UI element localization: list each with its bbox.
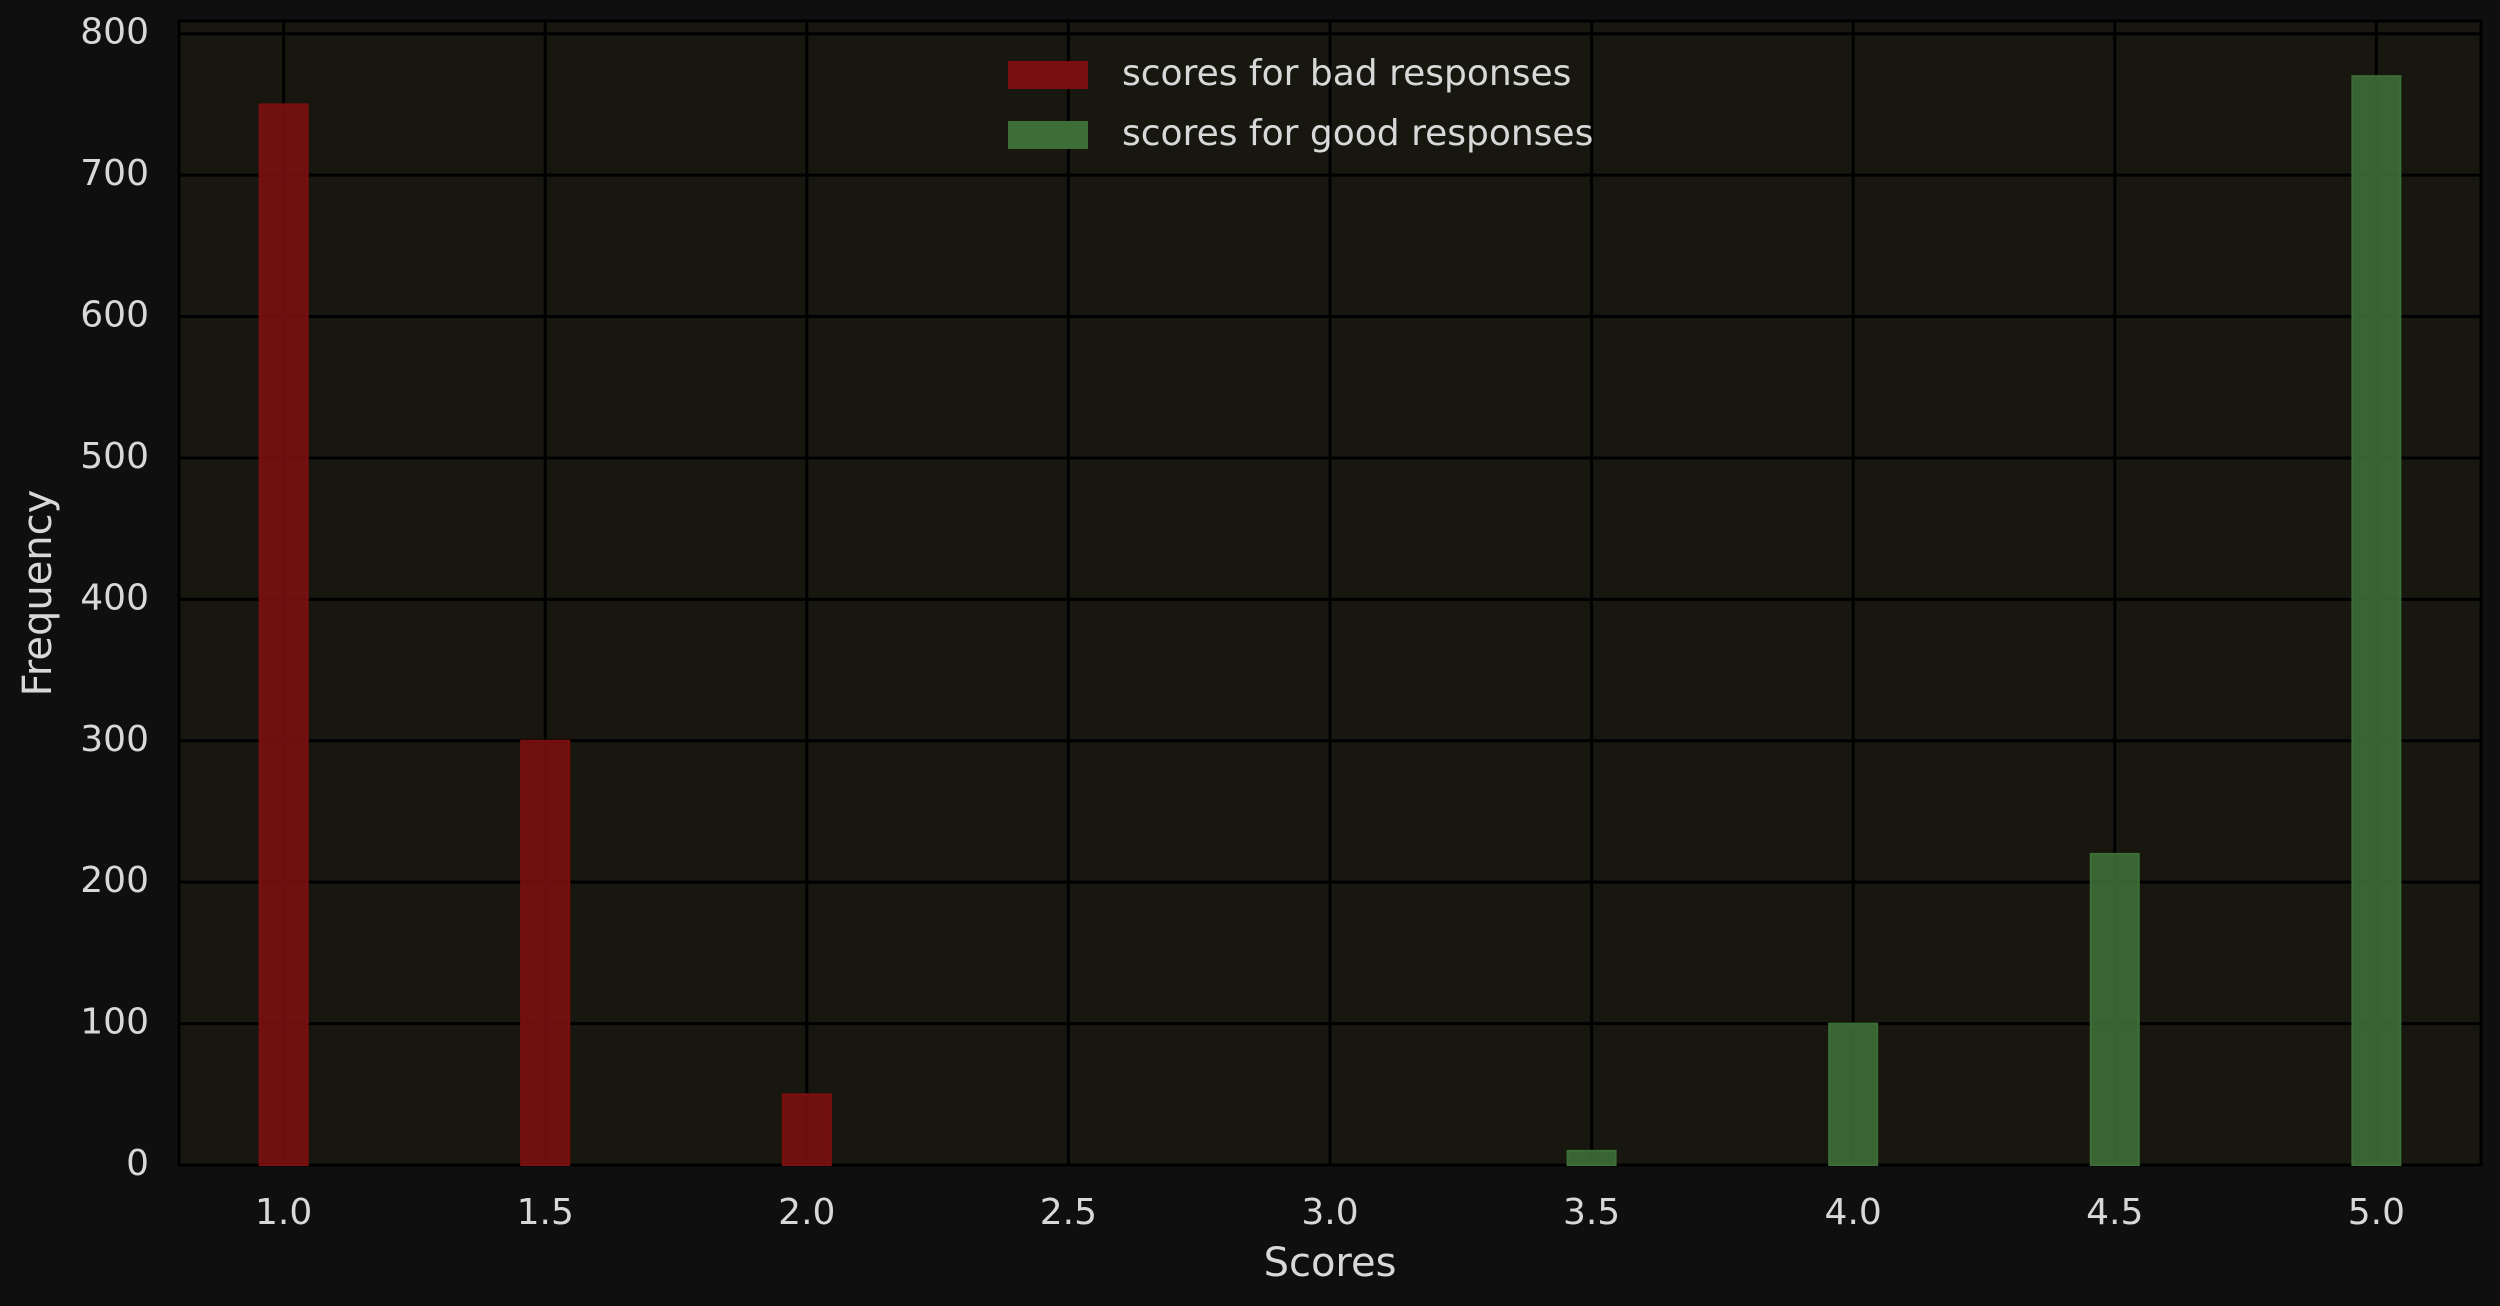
y-tick-label: 0	[126, 1143, 149, 1184]
x-tick-label: 3.5	[1563, 1192, 1620, 1233]
y-tick-label: 600	[80, 295, 149, 336]
legend: scores for bad responses scores for good …	[1008, 53, 1593, 154]
bar	[781, 1093, 832, 1166]
x-tick-label: 1.0	[255, 1192, 312, 1233]
bar	[1566, 1149, 1617, 1167]
bar	[520, 739, 571, 1167]
y-tick-label: 500	[80, 436, 149, 477]
x-tick-label: 5.0	[2348, 1192, 2405, 1233]
y-tick-label: 800	[80, 12, 149, 53]
legend-swatch	[1008, 121, 1088, 149]
bar	[2351, 75, 2402, 1167]
ticks: 0 100 200 300 400 500 600 700 800 1.0 1.5 2.0 2.5 3.0…	[80, 12, 2405, 1233]
legend-label: scores for bad responses	[1122, 53, 1571, 94]
bars	[258, 75, 2402, 1167]
y-tick-label: 300	[80, 719, 149, 760]
x-axis-label: Scores	[1264, 1240, 1397, 1286]
bar	[2089, 852, 2140, 1167]
y-tick-label: 100	[80, 1002, 149, 1043]
y-tick-label: 200	[80, 860, 149, 901]
x-tick-label: 4.5	[2086, 1192, 2143, 1233]
bar	[258, 103, 309, 1166]
x-tick-label: 2.0	[778, 1192, 835, 1233]
y-tick-label: 700	[80, 153, 149, 194]
bar	[1828, 1022, 1879, 1167]
x-tick-label: 4.0	[1825, 1192, 1882, 1233]
x-tick-label: 3.0	[1301, 1192, 1358, 1233]
x-tick-label: 1.5	[517, 1192, 574, 1233]
y-axis-label: Frequency	[15, 490, 61, 697]
legend-label: scores for good responses	[1122, 113, 1593, 154]
x-tick-label: 2.5	[1040, 1192, 1097, 1233]
y-tick-label: 400	[80, 577, 149, 618]
legend-swatch	[1008, 61, 1088, 89]
